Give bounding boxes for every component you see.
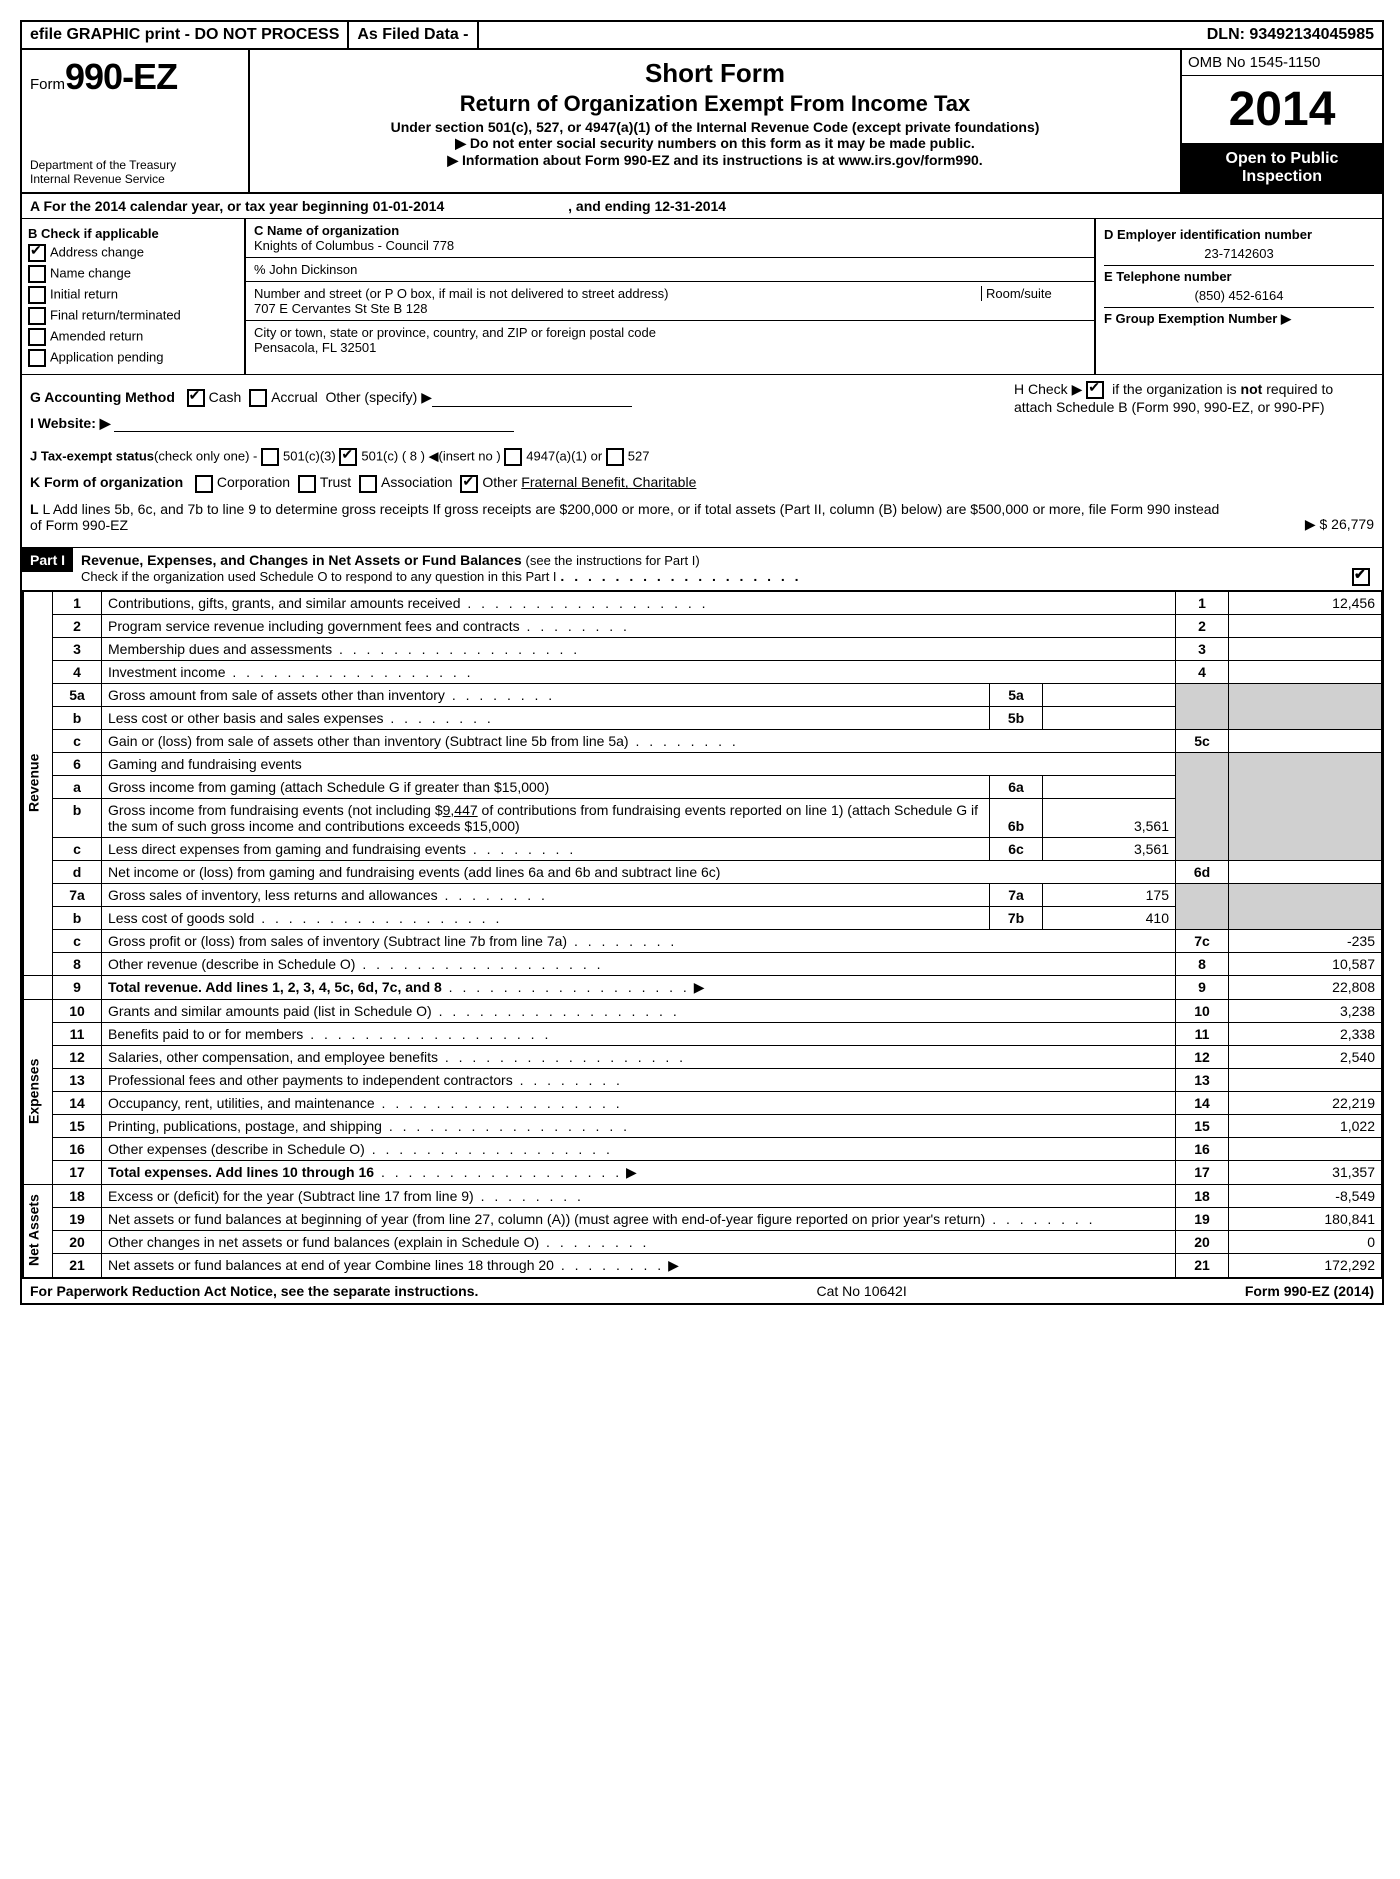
amt-18: -8,549 [1229,1184,1382,1207]
chk-schedule-b[interactable] [1086,381,1104,399]
part1-table: Revenue 1 Contributions, gifts, grants, … [22,591,1382,1278]
title-short-form: Short Form [260,58,1170,89]
subtitle: Under section 501(c), 527, or 4947(a)(1)… [260,119,1170,135]
chk-final-return[interactable] [28,307,46,325]
chk-501c3[interactable] [261,448,279,466]
amt-20: 0 [1229,1230,1382,1253]
org-name: Knights of Columbus - Council 778 [254,238,1086,253]
amt-7c: -235 [1229,929,1382,952]
as-filed: As Filed Data - [349,22,478,48]
chk-name-change[interactable] [28,265,46,283]
form-number: Form990-EZ [30,56,240,98]
chk-initial-return[interactable] [28,286,46,304]
side-netassets: Net Assets [23,1184,53,1277]
amt-12: 2,540 [1229,1045,1382,1068]
chk-other-org[interactable] [460,475,478,493]
public-inspection: Open to Public Inspection [1182,144,1382,192]
header-right: OMB No 1545-1150 2014 Open to Public Ins… [1180,50,1382,192]
part1-header: Part I Revenue, Expenses, and Changes in… [22,547,1382,591]
chk-address-change[interactable] [28,244,46,262]
chk-527[interactable] [606,448,624,466]
ein: 23-7142603 [1104,246,1374,261]
omb-number: OMB No 1545-1150 [1182,50,1382,76]
top-bar: efile GRAPHIC print - DO NOT PROCESS As … [22,22,1382,50]
amt-7a: 175 [1043,883,1176,906]
tax-year: 2014 [1182,76,1382,144]
col-de: D Employer identification number 23-7142… [1096,219,1382,374]
row-k: K Form of organization Corporation Trust… [30,474,1374,492]
irs-link[interactable]: www.irs.gov/form990 [838,152,978,168]
ssn-note: Do not enter social security numbers on … [260,135,1170,152]
amt-19: 180,841 [1229,1207,1382,1230]
header-left: Form990-EZ Department of the Treasury In… [22,50,250,192]
chk-cash[interactable] [187,389,205,407]
amt-9: 22,808 [1229,975,1382,999]
amt-10: 3,238 [1229,999,1382,1022]
efile-notice: efile GRAPHIC print - DO NOT PROCESS [22,22,349,48]
chk-501c[interactable] [339,448,357,466]
street-address: 707 E Cervantes St Ste B 128 [254,301,1086,316]
amt-6c: 3,561 [1043,837,1176,860]
row-h: H Check ▶ if the organization is not req… [994,381,1374,440]
row-g: G Accounting Method Cash Accrual Other (… [30,389,994,407]
section-bcdef: B Check if applicable Address change Nam… [22,219,1382,375]
side-expenses: Expenses [23,999,53,1184]
amt-15: 1,022 [1229,1114,1382,1137]
amt-6b: 3,561 [1043,798,1176,837]
row-a-tax-year: A For the 2014 calendar year, or tax yea… [22,194,1382,219]
chk-corp[interactable] [195,475,213,493]
chk-amended[interactable] [28,328,46,346]
row-i: I Website: ▶ [30,415,994,432]
chk-accrual[interactable] [249,389,267,407]
amt-17: 31,357 [1229,1160,1382,1184]
rows-ghijkl: G Accounting Method Cash Accrual Other (… [22,375,1382,547]
chk-trust[interactable] [298,475,316,493]
chk-assoc[interactable] [359,475,377,493]
page-footer: For Paperwork Reduction Act Notice, see … [22,1278,1382,1303]
chk-schedule-o[interactable] [1352,568,1370,586]
chk-pending[interactable] [28,349,46,367]
phone: (850) 452-6164 [1104,288,1374,303]
side-revenue: Revenue [23,591,53,975]
row-l: L L Add lines 5b, 6c, and 7b to line 9 t… [30,501,1374,533]
row-j: J Tax-exempt status(check only one) - 50… [30,448,1374,466]
amt-21: 172,292 [1229,1253,1382,1277]
care-of: % John Dickinson [246,258,1094,282]
amt-8: 10,587 [1229,952,1382,975]
dept-info: Department of the Treasury Internal Reve… [30,158,240,186]
header-center: Short Form Return of Organization Exempt… [250,50,1180,192]
amt-1: 12,456 [1229,591,1382,614]
amt-7b: 410 [1043,906,1176,929]
chk-4947[interactable] [504,448,522,466]
dln: DLN: 93492134045985 [1199,22,1382,48]
col-b-checkboxes: B Check if applicable Address change Nam… [22,219,246,374]
title-main: Return of Organization Exempt From Incom… [260,91,1170,117]
amt-14: 22,219 [1229,1091,1382,1114]
col-c-org-info: C Name of organization Knights of Columb… [246,219,1096,374]
form-page: efile GRAPHIC print - DO NOT PROCESS As … [20,20,1384,1305]
amt-11: 2,338 [1229,1022,1382,1045]
city-state-zip: Pensacola, FL 32501 [254,340,1086,355]
form-header: Form990-EZ Department of the Treasury In… [22,50,1382,194]
info-note: ▶ Information about Form 990-EZ and its … [260,152,1170,169]
